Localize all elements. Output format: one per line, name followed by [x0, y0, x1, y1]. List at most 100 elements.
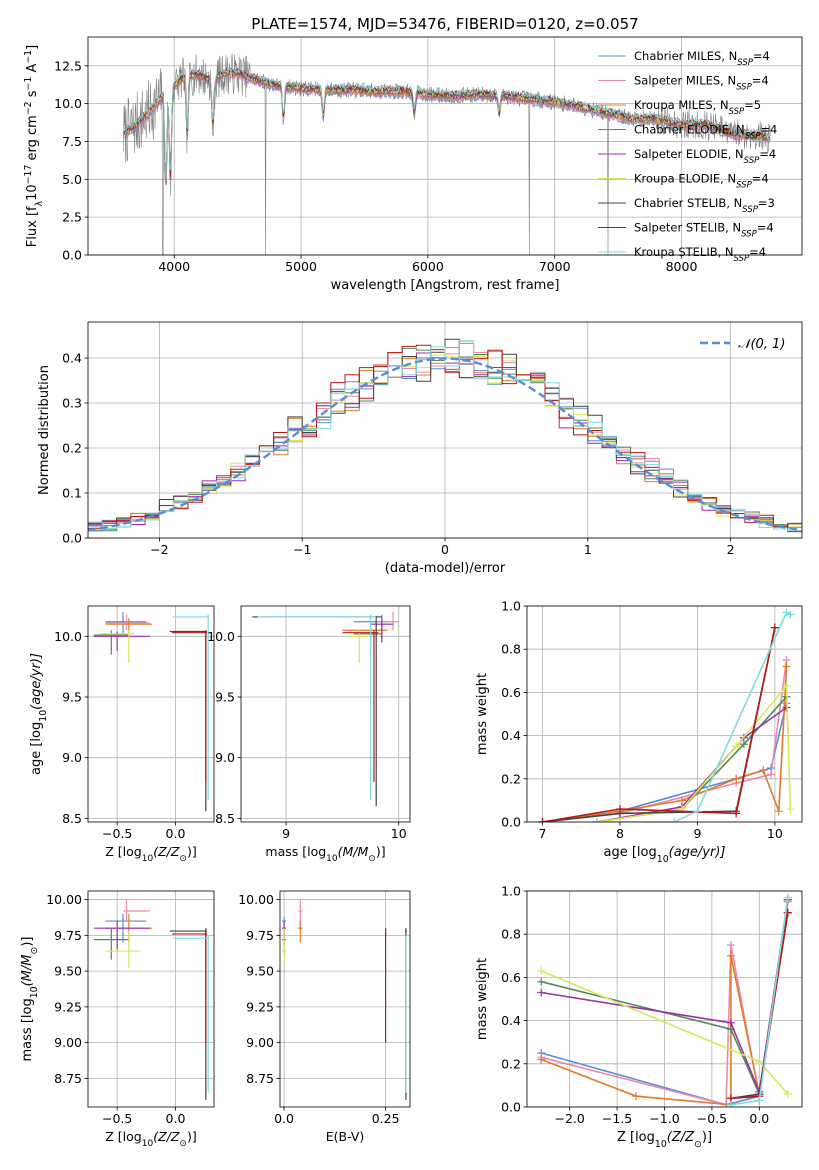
legend-label: Kroupa MILES, NSSP=5	[634, 98, 761, 117]
legend-label: Salpeter STELIB, NSSP=4	[634, 221, 774, 240]
series-kroupa-elodie	[537, 966, 792, 1099]
y-tick-label: 9.75	[54, 928, 82, 943]
label-part: −1	[23, 77, 34, 91]
y-tick-label: 0.0	[62, 531, 82, 546]
y-tick-label: 7.5	[62, 134, 82, 149]
legend-sub: SSP	[737, 58, 753, 68]
y-tick-label: 9.00	[246, 1035, 274, 1050]
series-line	[542, 659, 788, 822]
series-marker	[537, 977, 546, 986]
series-marker	[755, 1057, 764, 1066]
x-tick-label: 2	[727, 542, 735, 557]
plot-area	[88, 338, 802, 533]
ticks: −2 −1 0 1 2 0.0 0.1 0.2 0.3 0.4	[62, 351, 734, 558]
errorbar-salpeter-elodie	[370, 618, 394, 643]
series-marker	[537, 988, 546, 997]
model-spectrum-kroupa-stelib	[123, 66, 771, 182]
label-part: )]	[20, 937, 35, 947]
x-tick-label: 0.0	[166, 826, 186, 841]
label-part: 10	[657, 854, 669, 865]
x-tick-label: 0.0	[166, 1111, 186, 1126]
label-part: −1	[23, 50, 34, 64]
y-axis-label: mass weight	[475, 958, 490, 1040]
label-part: 10	[142, 854, 154, 864]
axes-frame	[87, 890, 215, 1108]
gridlines	[241, 606, 410, 822]
y-tick-label: 5.0	[62, 172, 82, 187]
x-tick-label: 5000	[285, 259, 317, 274]
axes-frame	[87, 36, 803, 256]
legend-label: Chabrier MILES, NSSP=4	[634, 49, 770, 68]
x-tick-label: 1	[584, 542, 592, 557]
x-tick-label: −2	[150, 542, 168, 557]
label-part: −17	[23, 165, 34, 185]
legend: 𝒩(0, 1)	[700, 337, 785, 352]
x-tick-label: −1.0	[649, 1111, 679, 1126]
label-part: Flux [f	[25, 206, 40, 247]
errorbar-salpeter-stelib	[342, 630, 379, 782]
series-kroupa-elodie	[592, 681, 795, 822]
y-tick-label: 10.0	[207, 629, 235, 644]
legend-tail: =4	[752, 172, 769, 186]
legend-tail: =4	[752, 74, 769, 88]
series-marker	[786, 805, 795, 814]
label-part: )]	[702, 1130, 712, 1145]
y-tick-label: 9.00	[54, 1035, 82, 1050]
plot-area	[538, 608, 795, 822]
x-tick-label: 0	[441, 542, 449, 557]
series-marker	[770, 623, 779, 632]
label-part: )]	[187, 844, 197, 859]
series-marker	[615, 805, 624, 814]
label-part: )]	[376, 844, 386, 859]
legend-sub: SSP	[742, 205, 758, 215]
series-marker	[670, 818, 679, 822]
y-tick-label: 2.5	[62, 210, 82, 225]
series-marker	[786, 610, 795, 619]
gridlines	[280, 891, 410, 1107]
y-axis-label: Flux [fλ10−17 erg cm−2 s−1 A−1]	[23, 45, 45, 247]
label-part: (Z/Z	[153, 844, 180, 859]
legend-tail: =4	[760, 123, 777, 137]
y-tick-label: 8.5	[215, 811, 235, 826]
legend-tail: =3	[758, 196, 775, 210]
y-axis-label: mass [log10(M/M⊙)]	[20, 937, 40, 1062]
errorbar-kroupa-elodie	[99, 630, 135, 664]
series-marker	[726, 941, 735, 949]
series-marker	[767, 770, 776, 779]
x-tick-label: 8	[616, 826, 624, 841]
x-axis-label: E(B-V)	[326, 1129, 365, 1144]
mass_vs_ebv-panel: 0.0 0.25 8.75 9.00 9.25 9.50 9.75 10.00 E(B-V)	[238, 890, 411, 1144]
label-part: mass [log	[265, 844, 326, 859]
series-marker	[732, 742, 741, 751]
series-marker	[783, 893, 792, 902]
gridlines	[527, 605, 802, 823]
legend-sub: SSP	[729, 107, 745, 117]
legend-label: Kroupa ELODIE, NSSP=4	[634, 172, 769, 191]
series-marker	[732, 809, 741, 818]
errorbar-chabrier-elodie	[93, 928, 129, 960]
spectrum-panel: 4000 5000 6000 7000 8000 0.0 2.5 5.0 7.5 10.0 12.5…	[23, 36, 803, 293]
axes-frame	[526, 890, 803, 1108]
series-marker	[726, 1100, 735, 1107]
series-marker	[538, 818, 547, 822]
errorbar-salpeter-miles	[123, 899, 150, 922]
y-tick-label: 0.2	[501, 771, 521, 786]
y-tick-label: 1.0	[501, 884, 521, 899]
residuals-panel: −2 −1 0 1 2 0.0 0.1 0.2 0.3 0.4 (data-model)/error…	[37, 321, 803, 576]
errorbar-kroupa-miles	[342, 624, 388, 643]
label-part: )]	[187, 1129, 197, 1144]
label-part: ⊙	[29, 947, 40, 955]
x-axis-label: wavelength [Angstrom, rest frame]	[331, 278, 560, 293]
label-part: (age/yr)]	[669, 845, 726, 860]
legend-text: Kroupa MILES, N	[634, 98, 729, 112]
legend-tail: =4	[749, 245, 766, 259]
legend-label: Salpeter ELODIE, NSSP=4	[634, 147, 776, 166]
y-tick-label: 0.3	[62, 396, 82, 411]
plot-area	[93, 899, 210, 1100]
x-tick-label: 4000	[158, 259, 190, 274]
legend-text: Salpeter STELIB, N	[634, 221, 741, 235]
x-tick-label: 0.0	[749, 1111, 769, 1126]
x-tick-label: −0.5	[102, 1111, 132, 1126]
